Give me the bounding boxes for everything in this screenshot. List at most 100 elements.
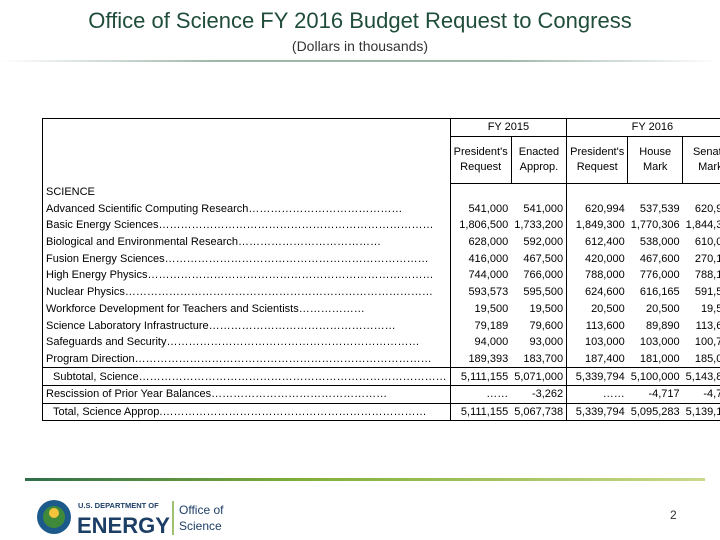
cell: 620,994: [566, 200, 628, 218]
cell: 1,770,306: [630, 219, 680, 232]
cell: 113,600: [566, 317, 628, 334]
table-row: Rescission of Prior Year Balances……………………: [42, 384, 720, 404]
cell: 20,500: [646, 302, 680, 315]
cell: 788,000: [566, 267, 628, 284]
column-header: House Mark: [627, 135, 684, 184]
cell: 624,600: [566, 283, 628, 301]
row-label: Nuclear Physics……………………………………………………………………: [42, 283, 451, 301]
column-header: Senate Mark: [682, 135, 720, 184]
title: Office of Science FY 2016 Budget Request…: [88, 8, 632, 33]
cell: 189,393: [468, 352, 509, 365]
blank: [42, 136, 451, 184]
table-row: Program Direction………………………………………………………………: [42, 350, 720, 368]
cell: 5,071,000: [511, 367, 567, 386]
cell: 541,000: [523, 202, 564, 215]
cell: -4,717: [682, 384, 720, 404]
cell: 766,000: [523, 269, 564, 282]
table-row: High Energy Physics…………………………………………………………: [42, 267, 720, 284]
cell: 1,844,300: [685, 219, 720, 232]
cell: 620,994: [694, 202, 720, 215]
cell: -3,262: [511, 384, 567, 404]
cell: 89,890: [646, 319, 680, 332]
cell: 416,000: [468, 252, 509, 265]
cell: 94,000: [474, 336, 509, 349]
group-row: FY 2015 FY 2016: [42, 118, 720, 137]
doe-logo: U.S. DEPARTMENT OF ENERGY Office of Scie…: [37, 500, 224, 537]
group-header: FY 2016: [566, 118, 720, 137]
budget-table: FY 2015 FY 2016 President's Request Enact…: [42, 118, 720, 422]
column-header: President's Request: [566, 135, 629, 184]
cell: 185,000: [694, 352, 720, 365]
cell: 103,000: [639, 336, 680, 349]
row-label: Advanced Scientific Computing Research………: [42, 200, 451, 218]
cell: 538,000: [639, 236, 680, 249]
cell: 5,095,283: [627, 402, 683, 421]
cell: 5,111,155: [450, 402, 512, 421]
group-header: FY 2015: [449, 118, 568, 137]
table-row: Basic Energy Sciences……………………………………………………: [42, 217, 720, 234]
cell: 420,000: [566, 250, 628, 268]
row-label: High Energy Physics…………………………………………………………: [42, 267, 451, 284]
cell: 19,500: [529, 302, 564, 315]
table-row: Fusion Energy Sciences…………………………………………………: [42, 250, 720, 268]
cell: 5,339,794: [566, 367, 628, 386]
cell: 593,573: [468, 286, 509, 299]
cell: 187,400: [566, 350, 628, 368]
cell: 5,067,738: [511, 402, 567, 421]
row-label: Biological and Environmental Research…………: [42, 233, 451, 251]
cell: 1,806,500: [459, 219, 509, 232]
cell: 595,500: [523, 286, 564, 299]
table-row: Total, Science Approp.…………………………………………………: [42, 402, 720, 421]
cell: 100,715: [694, 336, 720, 349]
row-label: Fusion Energy Sciences…………………………………………………: [42, 250, 451, 268]
row-label: Workforce Development for Teachers and S…: [42, 300, 451, 318]
cell: 5,339,794: [566, 402, 628, 421]
column-row: President's Request Enacted Approp. Presid…: [42, 135, 720, 184]
agency: U.S. DEPARTMENT OF: [78, 501, 159, 510]
cell: 113,600: [695, 319, 720, 332]
cell: 592,000: [523, 236, 564, 249]
cell: 467,500: [523, 252, 564, 265]
cell: 744,000: [468, 269, 509, 282]
row-label: Rescission of Prior Year Balances……………………: [42, 384, 451, 404]
cell: 19,500: [700, 302, 720, 315]
cell: ……: [450, 384, 512, 404]
agency-name: ENERGY: [77, 513, 170, 537]
row-label: Basic Energy Sciences……………………………………………………: [42, 217, 451, 234]
cell: 1,849,300: [566, 217, 628, 234]
cell: 5,143,877: [682, 367, 720, 386]
cell: 20,500: [566, 300, 628, 318]
table-row: Nuclear Physics……………………………………………………………………: [42, 283, 720, 301]
row-label: Program Direction………………………………………………………………: [42, 350, 451, 368]
cell: 788,100: [694, 269, 720, 282]
cell: 183,700: [523, 352, 564, 365]
column-header: Enacted Approp.: [510, 135, 568, 184]
divider: [0, 60, 720, 62]
row-label: Safeguards and Security………………………………………………: [42, 333, 451, 351]
cell: 616,165: [639, 286, 680, 299]
office: Science: [179, 519, 222, 533]
table-row: Biological and Environmental Research…………: [42, 233, 720, 251]
cell: 541,000: [468, 202, 509, 215]
cell: 612,400: [566, 233, 628, 251]
subtitle: (Dollars in thousands): [291, 38, 429, 54]
cell: ……: [566, 384, 628, 404]
table-row: Safeguards and Security………………………………………………: [42, 333, 720, 351]
cell: 19,500: [474, 302, 509, 315]
table-row: Subtotal, Science………………………………………………………………: [42, 367, 720, 386]
section-row: SCIENCE: [42, 183, 720, 201]
cell: 93,000: [529, 336, 564, 349]
cell: 467,600: [639, 252, 680, 265]
cell: 181,000: [639, 352, 680, 365]
cell: -4,717: [627, 384, 683, 404]
cell: 610,000: [694, 236, 720, 249]
cell: 628,000: [468, 236, 509, 249]
cell: 776,000: [639, 269, 680, 282]
footer-rule: [25, 478, 705, 481]
row-label: Science Laboratory Infrastructure……………………: [42, 317, 451, 334]
cell: 5,100,000: [627, 367, 683, 386]
cell: 1,733,200: [514, 219, 564, 232]
table-row: Advanced Scientific Computing Research………: [42, 200, 720, 218]
cell: 103,000: [566, 333, 628, 351]
